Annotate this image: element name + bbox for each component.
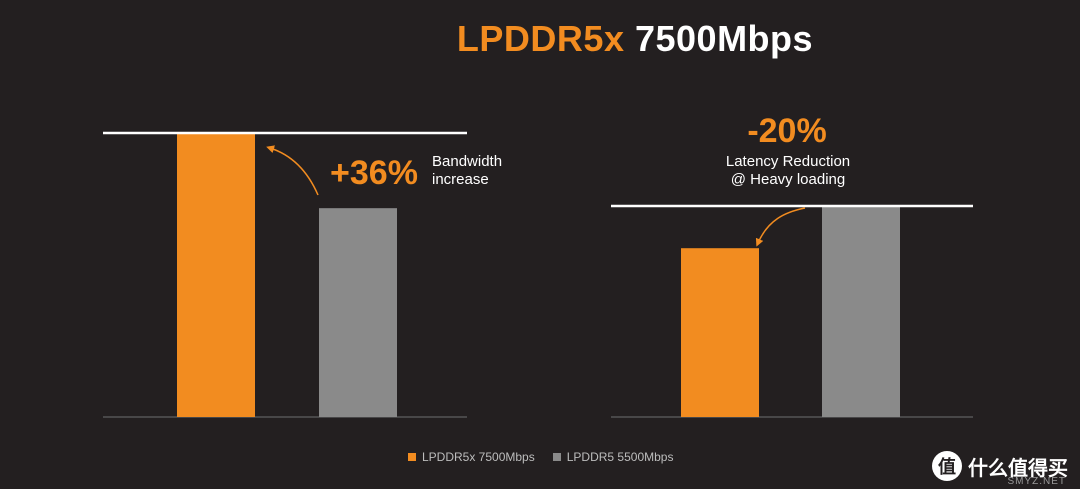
watermark-sub: SMYZ.NET xyxy=(1007,476,1066,487)
watermark-logo-icon: 值 xyxy=(932,451,962,481)
chart1-annotation-value: +36% xyxy=(330,154,418,192)
legend-item-lpddr5x: LPDDR5x 7500Mbps xyxy=(408,450,535,464)
watermark: 值 什么值得买 xyxy=(932,451,1068,481)
chart2-bar-lpddr5x xyxy=(681,248,759,417)
title-part2: 7500Mbps xyxy=(634,18,814,59)
legend-item-lpddr5: LPDDR5 5500Mbps xyxy=(552,450,674,464)
chart1-annotation-label-line1: Bandwidth xyxy=(432,153,502,170)
chart2-annotation-value: -20% xyxy=(747,112,826,150)
chart1-annotation-label-line2: increase xyxy=(432,171,489,188)
chart2-annotation-label-line1: Latency Reduction xyxy=(726,153,850,170)
chart1-arrow-icon xyxy=(266,145,319,196)
legend-swatch-lpddr5x xyxy=(408,453,416,461)
chart1-bar-lpddr5 xyxy=(319,208,397,417)
legend-label-lpddr5x: LPDDR5x 7500Mbps xyxy=(422,450,535,464)
legend: LPDDR5x 7500Mbps LPDDR5 5500Mbps xyxy=(408,450,673,464)
watermark-text: 什么值得买 xyxy=(968,457,1068,480)
chart2-arrow-icon xyxy=(755,207,806,247)
title-part1: LPDDR5x xyxy=(456,18,625,59)
chart2-annotation-label-line2: @ Heavy loading xyxy=(731,171,845,188)
legend-swatch-lpddr5 xyxy=(552,453,561,461)
legend-label-lpddr5: LPDDR5 5500Mbps xyxy=(566,450,674,464)
chart2-bar-lpddr5 xyxy=(822,206,900,417)
chart-title: LPDDR5x 7500Mbps xyxy=(0,18,1080,60)
chart1-bar-lpddr5x xyxy=(177,133,255,417)
